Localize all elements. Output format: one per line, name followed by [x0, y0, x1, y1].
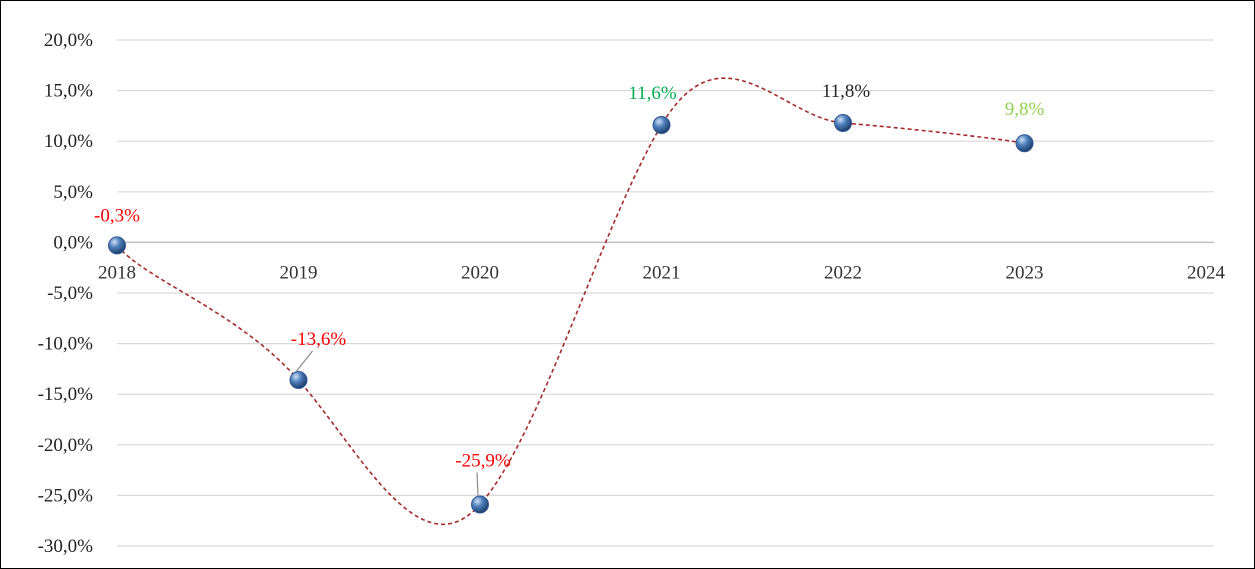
data-label: -25,9% [455, 451, 511, 472]
x-tick-label: 2021 [643, 262, 681, 283]
x-tick-label: 2019 [280, 262, 318, 283]
x-tick-label: 2020 [461, 262, 499, 283]
y-axis-tick-labels: 20,0% 15,0% 10,0% 5,0% 0,0% -5,0% -10,0% -15,0%… [38, 30, 94, 557]
y-tick-label: -30,0% [38, 536, 94, 557]
y-tick-label: 10,0% [44, 131, 93, 152]
y-tick-label: -10,0% [38, 334, 94, 355]
data-labels: -0,3% -13,6% -25,9% 11,6% 11,8% 9,8% [94, 81, 1044, 472]
y-tick-label: -15,0% [38, 384, 94, 405]
label-leader-lines [296, 350, 479, 496]
x-tick-label: 2022 [824, 262, 862, 283]
gridlines [117, 39, 1214, 547]
data-point-marker [652, 116, 671, 135]
y-tick-label: 20,0% [44, 30, 93, 51]
x-tick-label: 2024 [1187, 262, 1226, 283]
data-point-marker [289, 371, 308, 390]
data-point-marker [108, 236, 126, 255]
data-label: 11,6% [628, 83, 677, 104]
data-point-marker [834, 113, 852, 132]
data-label: 11,8% [822, 81, 871, 102]
y-tick-label: -20,0% [38, 435, 94, 456]
data-label: -13,6% [291, 329, 347, 350]
data-label: 9,8% [1005, 99, 1045, 120]
data-label: -0,3% [94, 205, 140, 226]
label-leader-line [296, 350, 313, 372]
y-tick-label: 5,0% [53, 182, 93, 203]
y-tick-label: 0,0% [53, 232, 93, 253]
y-tick-label: 15,0% [44, 81, 93, 102]
x-tick-label: 2018 [98, 262, 136, 283]
label-leader-line [476, 472, 479, 496]
data-points [108, 113, 1034, 514]
y-tick-label: -5,0% [47, 283, 93, 304]
x-axis-tick-labels: 2018 2019 2020 2021 2022 2023 2024 [98, 262, 1226, 283]
data-point-marker [1015, 134, 1034, 153]
x-tick-label: 2023 [1006, 262, 1044, 283]
series-line-path [116, 77, 1025, 525]
y-tick-label: -25,0% [38, 485, 94, 506]
series-line [116, 77, 1025, 525]
data-point-marker [471, 495, 489, 514]
